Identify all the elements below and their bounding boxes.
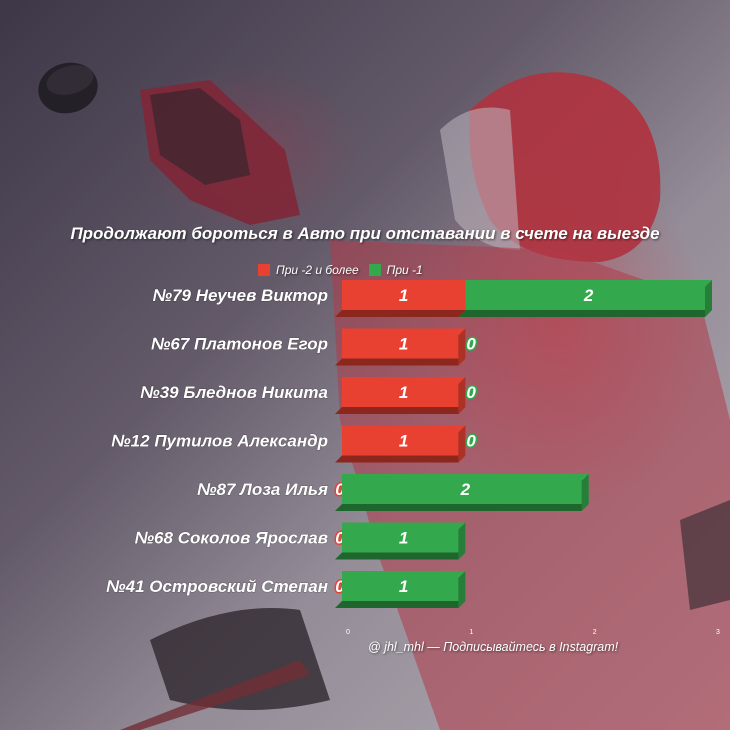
category-label: №87 Лоза Илья [197,480,328,499]
x-tick-label: 1 [469,629,473,636]
bar-bottom-face [335,552,466,560]
bar-segment [465,280,712,310]
legend-item-series-1: При -2 и более [258,263,359,277]
chart-title: Продолжают бороться в Авто при отставани… [70,224,660,243]
data-label: 1 [399,335,408,354]
bar-segment [342,280,466,310]
legend-item-series-2: При -1 [368,263,423,277]
category-label: №12 Путилов Александр [111,432,328,451]
data-label: 0 [466,432,476,451]
bar-segment [342,474,589,504]
category-label: №41 Островский Степан [106,577,328,596]
bar-segment [342,522,466,553]
category-label: №68 Соколов Ярослав [135,529,328,548]
bar-bottom-face [335,455,466,463]
bar-bottom-face [335,407,466,414]
bar-side-face [581,474,589,511]
bar-bottom-face [458,310,712,317]
bar-side-face [458,377,466,414]
footer-credit: @ jhl_mhl — Подписывайтесь в Instagram! [368,640,619,654]
bar-side-face [705,280,712,317]
legend: При -2 и более При -1 [258,262,423,278]
bar-segment [342,571,466,601]
legend-label-series-2: При -1 [386,263,423,277]
bar-segment [342,328,466,359]
bar-side-face [458,522,466,560]
x-tick-label: 0 [346,629,350,636]
bar-segment [342,377,466,407]
data-label: 2 [583,286,594,305]
data-label: 1 [399,432,408,451]
legend-label-series-1: При -2 и более [276,263,359,277]
data-label: 1 [399,286,408,305]
bar-side-face [458,425,466,463]
data-label: 0 [466,335,476,354]
x-tick-label: 3 [716,629,720,636]
bar-bottom-face [335,358,466,366]
data-label: 1 [399,529,408,548]
legend-swatch-series-1 [258,264,270,276]
bar-segment [342,425,466,456]
category-label: №79 Неучев Виктор [153,286,328,305]
category-label: №67 Платонов Егор [151,335,328,354]
legend-swatch-series-2 [368,264,381,276]
data-label: 0 [466,383,476,402]
bar-bottom-face [335,310,466,317]
x-tick-label: 2 [593,629,597,636]
category-label: №39 Бледнов Никита [140,383,328,402]
bar-bottom-face [335,601,466,608]
data-label: 1 [399,577,408,596]
data-label: 2 [460,480,471,499]
data-label: 1 [399,383,408,402]
bar-side-face [458,571,466,608]
bar-side-face [458,328,466,366]
bar-bottom-face [335,504,589,511]
